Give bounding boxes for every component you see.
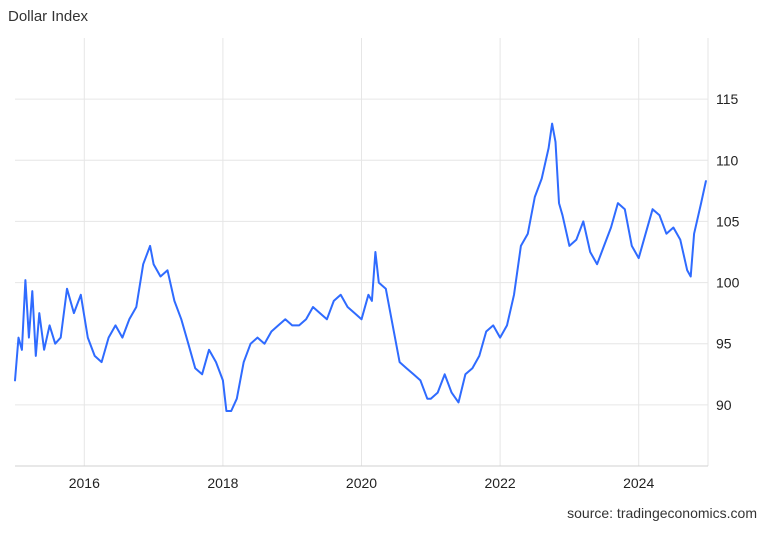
y-tick-label: 110: [716, 152, 739, 168]
y-tick-label: 100: [716, 275, 740, 291]
series-layer: [14, 122, 707, 412]
x-tick-label: 2024: [623, 475, 654, 491]
y-tick-label: 90: [716, 397, 732, 413]
grid-lines: [15, 38, 709, 467]
chart-title: Dollar Index: [8, 8, 89, 25]
source-note: source: tradingeconomics.com: [567, 505, 757, 521]
series-line: [14, 122, 707, 412]
y-tick-label: 95: [716, 336, 732, 352]
tick-labels: 90 95 100 105 110 115 2016 2018 2020 2022 2024: [69, 91, 740, 491]
x-tick-label: 2016: [69, 475, 100, 491]
x-tick-label: 2018: [207, 475, 238, 491]
y-tick-label: 115: [716, 91, 739, 107]
x-tick-label: 2020: [346, 475, 377, 491]
x-tick-label: 2022: [485, 475, 516, 491]
y-tick-label: 105: [716, 213, 740, 229]
